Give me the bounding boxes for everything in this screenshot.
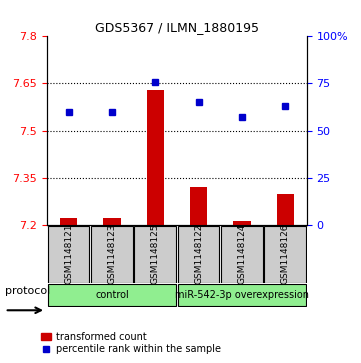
Text: GSM1148121: GSM1148121 (64, 224, 73, 284)
FancyBboxPatch shape (48, 226, 90, 282)
Text: protocol: protocol (5, 286, 50, 295)
Bar (190, 187, 207, 225)
FancyBboxPatch shape (221, 226, 263, 282)
FancyBboxPatch shape (264, 226, 306, 282)
Bar (277, 194, 294, 225)
Text: GSM1148126: GSM1148126 (281, 224, 290, 284)
FancyBboxPatch shape (48, 284, 176, 306)
Text: GSM1148122: GSM1148122 (194, 224, 203, 284)
Text: miR-542-3p overexpression: miR-542-3p overexpression (175, 290, 309, 300)
Bar (103, 218, 121, 225)
FancyBboxPatch shape (178, 284, 306, 306)
Text: control: control (95, 290, 129, 300)
Text: GSM1148125: GSM1148125 (151, 224, 160, 284)
Legend: transformed count, percentile rank within the sample: transformed count, percentile rank withi… (41, 331, 221, 355)
Text: GSM1148124: GSM1148124 (238, 224, 246, 284)
Bar (60, 218, 77, 225)
FancyBboxPatch shape (134, 226, 176, 282)
Bar (147, 90, 164, 225)
Text: GSM1148123: GSM1148123 (108, 224, 116, 284)
Title: GDS5367 / ILMN_1880195: GDS5367 / ILMN_1880195 (95, 21, 259, 34)
FancyBboxPatch shape (91, 226, 133, 282)
Bar (233, 221, 251, 225)
FancyBboxPatch shape (178, 226, 219, 282)
